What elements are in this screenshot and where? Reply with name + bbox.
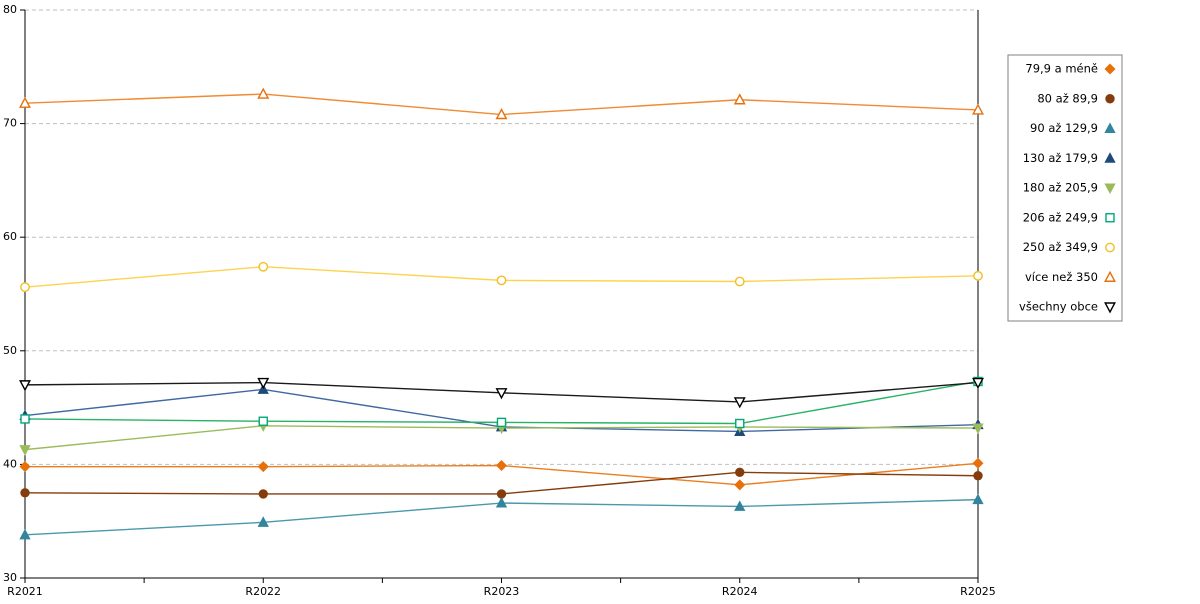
triangle-up-marker-icon: [1104, 270, 1116, 282]
circle-marker-icon: [735, 467, 745, 478]
circle-marker-icon: [496, 275, 507, 286]
series-line-5: [24, 380, 979, 425]
series-markers-0: [19, 457, 984, 491]
series-markers-2: [19, 493, 984, 540]
diamond-marker-icon: [19, 461, 31, 473]
circle-marker-icon: [20, 282, 30, 293]
legend-label: 130 až 179,9: [1023, 151, 1098, 165]
legend-label: 90 až 129,9: [1030, 121, 1098, 135]
circle-marker-icon: [973, 471, 983, 481]
legend-label: 206 až 249,9: [1023, 210, 1098, 224]
legend-box: [1007, 54, 1123, 322]
diamond-marker-icon: [257, 461, 269, 473]
triangle-down-marker-icon: [19, 445, 31, 456]
y-axis-label: 80: [3, 3, 17, 16]
triangle-up-marker-icon: [972, 493, 984, 505]
triangle-down-marker-icon: [257, 377, 270, 390]
triangle-down-marker-icon: [19, 380, 31, 392]
legend-item: 130 až 179,9: [1023, 151, 1116, 165]
circle-marker-icon: [258, 489, 268, 499]
square-marker-icon: [20, 414, 30, 424]
diamond-marker-icon: [972, 457, 984, 469]
triangle-up-marker-icon: [1104, 122, 1116, 133]
triangle-down-marker-icon: [1104, 302, 1116, 314]
triangle-up-marker-icon: [972, 103, 984, 115]
x-axis-label: R2025: [960, 585, 996, 598]
series-markers-1: [20, 467, 983, 499]
legend-item: 90 až 129,9: [1030, 121, 1116, 135]
triangle-up-marker-icon: [1104, 152, 1116, 163]
triangle-down-marker-icon: [733, 397, 746, 409]
legend-label: 250 až 349,9: [1023, 240, 1098, 254]
legend-item: více než 350: [1025, 270, 1116, 284]
triangle-down-marker-icon: [972, 377, 984, 390]
triangle-up-marker-icon: [495, 108, 508, 120]
x-axis-label: R2023: [484, 585, 520, 598]
triangle-up-marker-icon: [734, 500, 746, 511]
square-marker-icon: [1105, 213, 1115, 223]
legend-item: 79,9 a méně: [1025, 62, 1116, 76]
circle-marker-icon: [20, 488, 30, 498]
circle-marker-icon: [258, 261, 269, 272]
series-markers-6: [20, 261, 983, 293]
y-axis-label: 60: [3, 230, 17, 243]
square-marker-icon: [258, 416, 268, 426]
legend-item: všechny obce: [1019, 300, 1116, 314]
circle-marker-icon: [1105, 242, 1115, 253]
triangle-up-marker-icon: [733, 93, 746, 105]
legend-label: více než 350: [1025, 270, 1098, 284]
triangle-up-marker-icon: [19, 528, 31, 540]
square-marker-icon: [735, 418, 745, 429]
triangle-down-marker-icon: [495, 388, 508, 400]
square-marker-icon: [496, 417, 507, 428]
triangle-up-marker-icon: [257, 87, 270, 99]
legend-item: 206 až 249,9: [1023, 210, 1115, 224]
legend-label: 80 až 89,9: [1037, 91, 1098, 105]
legend-item: 180 až 205,9: [1023, 181, 1116, 195]
x-axis-label: R2022: [245, 585, 281, 598]
triangle-down-marker-icon: [972, 423, 984, 435]
y-axis-label: 70: [3, 117, 17, 130]
y-axis-label: 40: [3, 457, 17, 470]
circle-marker-icon: [734, 276, 745, 287]
x-axis-label: R2024: [722, 585, 758, 598]
y-axis-label: 30: [3, 571, 17, 584]
triangle-up-marker-icon: [19, 96, 31, 108]
circle-marker-icon: [1105, 94, 1115, 104]
series-markers-7: [19, 87, 984, 120]
series-markers-8: [19, 377, 984, 409]
circle-marker-icon: [973, 270, 983, 281]
legend-label: 180 až 205,9: [1023, 181, 1098, 195]
y-axis-label: 50: [3, 344, 17, 357]
legend-label: všechny obce: [1019, 300, 1098, 314]
diamond-marker-icon: [1104, 63, 1116, 75]
x-axis-label: R2021: [7, 585, 43, 598]
diamond-marker-icon: [734, 479, 746, 491]
triangle-down-marker-icon: [1104, 183, 1116, 195]
triangle-up-marker-icon: [257, 516, 269, 527]
circle-marker-icon: [496, 489, 507, 499]
legend-label: 79,9 a méně: [1025, 62, 1098, 76]
triangle-up-marker-icon: [495, 496, 508, 508]
legend-item: 80 až 89,9: [1037, 91, 1115, 105]
legend-item: 250 až 349,9: [1023, 240, 1115, 254]
diamond-marker-icon: [495, 460, 508, 472]
